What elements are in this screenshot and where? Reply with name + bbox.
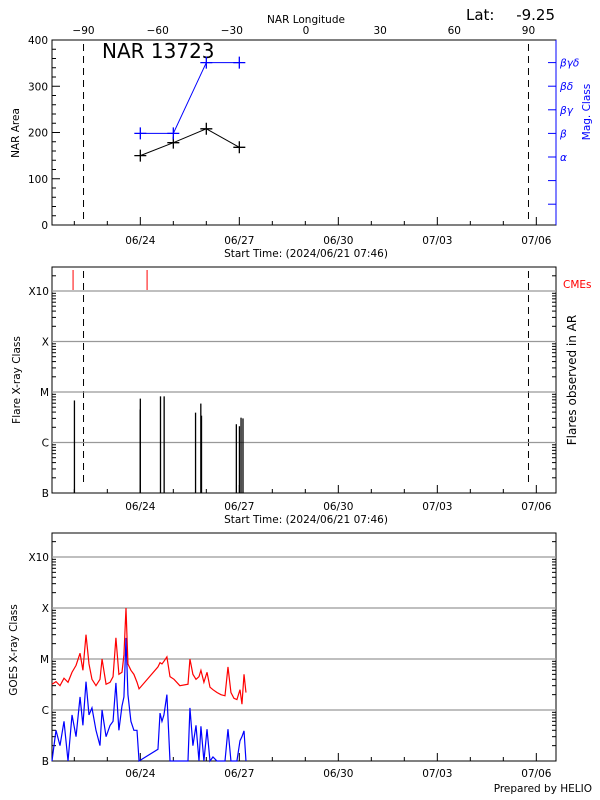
y-tick-label: 0 — [41, 220, 48, 232]
x-tick-label: 07/06 — [521, 768, 552, 780]
longitude-tick-label: 60 — [448, 25, 461, 37]
y-tick-label: 400 — [28, 35, 48, 47]
mag-class-point — [167, 127, 180, 140]
goes-short-line — [51, 637, 247, 763]
panel-nar-area: NAR 13723 NAR Area Mag. Class Start Time… — [10, 25, 593, 260]
goes-long-line — [51, 607, 247, 705]
mag-class-line — [140, 62, 240, 134]
area-point — [233, 141, 246, 154]
x-tick-label: 07/03 — [422, 501, 452, 513]
x-tick-label: 06/27 — [224, 501, 254, 513]
x-tick-label: 06/27 — [224, 235, 254, 247]
panel-flares: Flare X-ray Class Flares observed in AR … — [11, 266, 592, 526]
panel-frame — [51, 532, 557, 762]
longitude-tick-label: 30 — [373, 25, 386, 37]
area-point — [200, 122, 213, 135]
x-tick-label: 06/30 — [323, 235, 353, 247]
cme-label: CMEs — [563, 279, 592, 291]
y-tick-label: M — [40, 387, 49, 399]
x-tick-label: 06/27 — [224, 768, 254, 780]
area-line — [140, 128, 240, 157]
y-tick-label: 100 — [28, 174, 48, 186]
x-tick-label: 07/06 — [521, 501, 552, 513]
y-tick-label: M — [40, 654, 49, 666]
mag-class-label: α — [560, 152, 567, 164]
mag-class-label: β — [559, 128, 567, 140]
y-tick-label: C — [42, 705, 49, 717]
y-tick-label: 300 — [28, 81, 48, 93]
longitude-tick-label: −30 — [221, 25, 243, 37]
x-tick-label: 06/24 — [125, 768, 156, 780]
lat-label: Lat: — [466, 6, 494, 24]
y-tick-label: X10 — [28, 286, 49, 298]
area-point — [134, 149, 147, 162]
y2-axis-label: Mag. Class — [581, 84, 593, 140]
x-tick-label: 06/30 — [323, 501, 353, 513]
mag-class-label: βγδ — [559, 58, 579, 70]
mag-class-label: βγ — [559, 105, 574, 117]
x-tick-label: 06/24 — [125, 235, 156, 247]
x-tick-label: 07/03 — [422, 768, 452, 780]
panel-frame — [51, 39, 557, 226]
panel-frame — [51, 266, 557, 494]
x-axis-label: Start Time: (2024/06/21 07:46) — [224, 248, 388, 260]
y-tick-label: C — [42, 438, 49, 450]
y-axis-label: GOES X-ray Class — [8, 604, 20, 695]
mag-class-label: βδ — [559, 81, 573, 93]
y-axis-label: NAR Area — [10, 108, 22, 158]
x-tick-label: 07/03 — [422, 235, 452, 247]
y-tick-label: B — [42, 756, 49, 768]
y-axis-label: Flare X-ray Class — [11, 336, 23, 424]
x-tick-label: 07/06 — [521, 235, 552, 247]
x-axis-label: Start Time: (2024/06/21 07:46) — [224, 514, 388, 526]
panel-goes: GOES X-ray Class B C M X X10 06/24 06/27 06/30 0… — [8, 532, 557, 780]
y-tick-label: 200 — [28, 128, 48, 140]
longitude-tick-label: −90 — [72, 25, 94, 37]
y-tick-label: B — [42, 488, 49, 500]
mag-class-point — [134, 127, 147, 140]
top-axis-title: NAR Longitude — [267, 14, 345, 26]
mag-class-point — [200, 56, 213, 69]
lat-value: -9.25 — [516, 6, 555, 24]
y-tick-label: X — [42, 337, 49, 349]
x-tick-label: 06/24 — [125, 501, 156, 513]
y-tick-label: X — [42, 603, 49, 615]
y-tick-label: X10 — [28, 552, 49, 564]
x-tick-label: 06/30 — [323, 768, 353, 780]
mag-class-point — [233, 56, 246, 69]
longitude-tick-label: 90 — [522, 25, 535, 37]
longitude-tick-label: −60 — [147, 25, 169, 37]
prepared-by: Prepared by HELIO — [494, 783, 592, 795]
longitude-tick-label: 0 — [303, 25, 310, 37]
nar-title: NAR 13723 — [102, 39, 215, 63]
y2-axis-label: Flares observed in AR — [565, 315, 579, 445]
